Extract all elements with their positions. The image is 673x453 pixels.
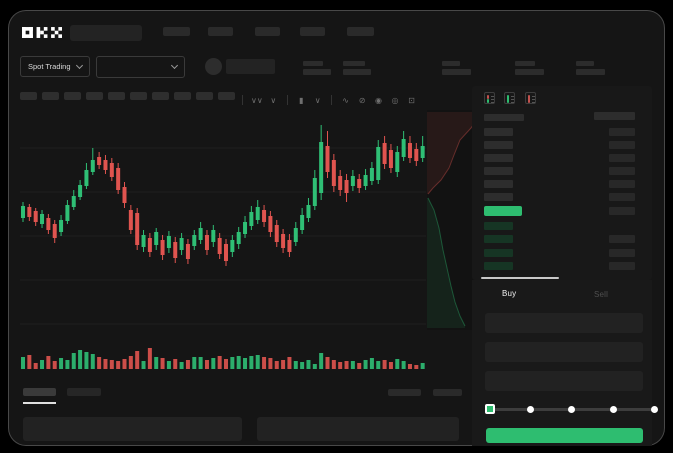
ticker-stat [442,61,471,75]
fullscreen-icon[interactable]: ⊡ [408,96,415,105]
nav-item[interactable] [300,27,325,36]
chart-type-icon[interactable]: ▮ [299,96,304,105]
ticker-stat [576,61,605,75]
ask-row-price[interactable] [484,193,513,201]
bottom-tab[interactable] [67,388,101,396]
timeframe-button[interactable] [218,92,235,100]
nav-item[interactable] [163,27,190,36]
trade-panel: Buy Sell [472,280,652,446]
line-style-icon[interactable]: ∿ [342,96,349,105]
toolbar-divider [242,94,244,105]
asks-book-icon[interactable] [524,92,536,104]
open-orders-panel [23,417,242,441]
slider-stop[interactable] [651,406,658,413]
slider-stop[interactable] [568,406,575,413]
timeframe-button[interactable] [196,92,213,100]
last-price-placeholder [226,59,275,74]
slider-handle[interactable] [485,404,495,414]
ask-row-amount[interactable] [609,154,635,162]
buy-submit-button[interactable] [486,428,643,443]
ask-row-price[interactable] [484,167,513,175]
slider-stop[interactable] [527,406,534,413]
combined-book-icon[interactable] [484,92,495,104]
order-book-panel [472,86,652,280]
timeframe-button[interactable] [130,92,147,100]
slider-stop[interactable] [610,406,617,413]
ask-row-amount[interactable] [609,180,635,188]
ask-row-price[interactable] [484,154,513,162]
pair-selector-dropdown[interactable] [96,56,185,78]
bids-book-icon[interactable] [504,92,516,104]
depth-chart[interactable] [427,110,480,330]
ticker-stat [303,61,331,75]
timeframe-button[interactable] [152,92,169,100]
pair-coin-icon [205,58,222,75]
tab-sell[interactable]: Sell [594,290,609,299]
ask-row-price[interactable] [484,141,513,149]
bid-row-price[interactable] [484,235,513,244]
bottom-action[interactable] [388,389,421,396]
ask-row-amount[interactable] [609,167,635,175]
ask-row-amount[interactable] [609,141,635,149]
market-type-label: Spot Trading [28,62,71,71]
bid-row-price[interactable] [484,262,513,271]
chevron-down-icon [170,61,179,70]
toolbar-divider [331,94,333,105]
ask-row-amount[interactable] [609,128,635,136]
timeframe-button[interactable] [64,92,81,100]
bid-row-amount[interactable] [609,235,635,244]
timeframe-button[interactable] [42,92,59,100]
ticker-stat [343,61,371,75]
chart-settings-icon[interactable]: ◎ [391,96,399,105]
nav-item[interactable] [255,27,280,36]
overlay-icon[interactable]: ∨∨ [251,96,263,105]
search-input[interactable] [70,25,142,41]
order-book-view-toggles [484,91,541,109]
timeframe-button[interactable] [108,92,125,100]
okx-logo[interactable] [22,26,62,39]
market-type-dropdown[interactable]: Spot Trading [20,56,90,77]
bottom-tab-underline [23,402,56,404]
interval-dropdown-icon[interactable]: ∨ [270,96,277,105]
ask-row-price[interactable] [484,128,513,136]
bid-row-price[interactable] [484,222,513,230]
amount-input[interactable] [485,342,643,362]
volume-chart[interactable] [20,330,426,372]
indicators-icon[interactable]: ⊘ [358,96,366,105]
bid-row-price[interactable] [484,248,513,257]
bid-row-amount[interactable] [609,248,635,257]
ask-row-price[interactable] [484,180,513,188]
order-history-panel [257,417,459,441]
chevron-down-icon [75,61,84,69]
ticker-stat [515,61,544,75]
price-input[interactable] [485,313,643,333]
chart-toolbar: ∨∨ ∨ ▮ ∨ ∿ ⊘ ◉ ◎ ⊡ [20,90,460,105]
bottom-tab-active[interactable] [23,388,56,396]
timeframe-button[interactable] [20,92,37,100]
last-price-highlight[interactable] [484,206,522,216]
order-book-header-price [484,114,524,121]
last-price-amount[interactable] [609,207,635,215]
tab-buy[interactable]: Buy [502,289,517,298]
order-book-scrollbar[interactable] [481,277,559,279]
nav-item[interactable] [347,27,374,36]
candlestick-chart[interactable] [20,110,426,330]
screenshot-icon[interactable]: ◉ [375,96,383,105]
ask-row-amount[interactable] [609,193,635,201]
timeframe-button[interactable] [174,92,191,100]
order-book-header-amount [594,112,635,120]
bottom-action[interactable] [433,389,462,396]
timeframe-button[interactable] [86,92,103,100]
total-input[interactable] [485,371,643,391]
bid-row-amount[interactable] [609,262,635,271]
chart-type-dropdown-icon[interactable]: ∨ [314,96,321,105]
nav-item[interactable] [208,27,233,36]
toolbar-divider [286,94,288,105]
